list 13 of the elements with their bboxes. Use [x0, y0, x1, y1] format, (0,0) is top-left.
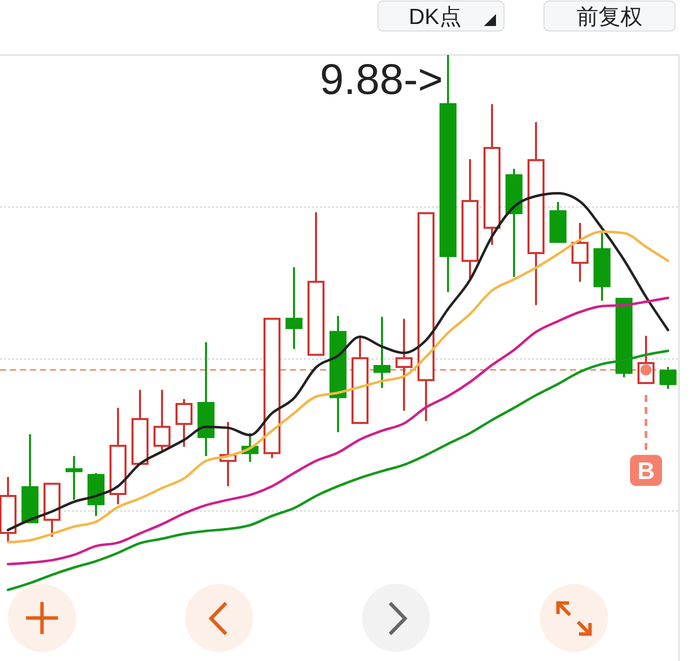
- candlestick: [286, 266, 302, 350]
- annotation: B: [637, 458, 655, 485]
- annotation: 9.88->: [320, 56, 443, 104]
- dropdown-button: DK点: [378, 0, 504, 32]
- candlestick: [66, 455, 82, 501]
- candlestick: [176, 398, 192, 448]
- button: 前复权: [544, 0, 676, 32]
- candlestick: [396, 318, 412, 412]
- badge: B: [630, 454, 662, 486]
- candlestick: [154, 388, 170, 452]
- candlestick: [374, 316, 390, 389]
- candlestick: [572, 222, 588, 283]
- candlestick: [660, 366, 676, 390]
